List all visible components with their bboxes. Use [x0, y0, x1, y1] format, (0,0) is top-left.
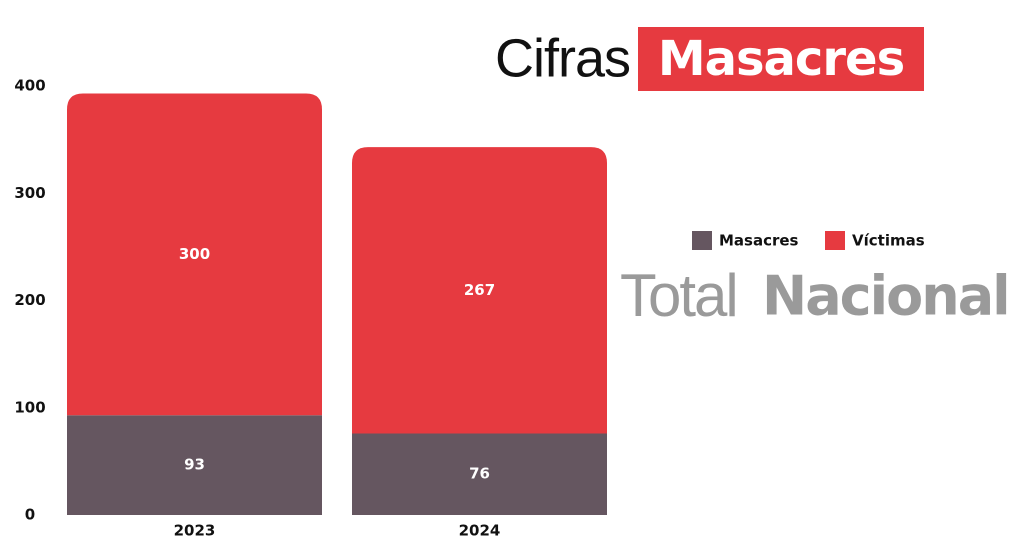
legend-label: Masacres — [719, 232, 799, 250]
bar-segment — [67, 93, 322, 416]
legend-swatch — [825, 231, 845, 250]
chart-title: Cifras — [495, 28, 630, 88]
bar-segment — [67, 415, 322, 515]
x-tick-label: 2024 — [459, 522, 501, 540]
subtitle: Total — [620, 262, 737, 329]
y-tick-label: 300 — [14, 184, 45, 202]
bar-segment — [352, 433, 607, 515]
value-label: 76 — [469, 465, 490, 483]
chart-title-highlight: Masacres — [658, 31, 904, 87]
y-tick-label: 0 — [25, 506, 35, 524]
title-highlight-box — [638, 27, 924, 91]
bar-segment — [352, 147, 607, 434]
y-tick-label: 200 — [14, 291, 45, 309]
legend-label: Víctimas — [852, 232, 925, 250]
y-tick-label: 100 — [14, 398, 45, 416]
value-label: 300 — [179, 245, 210, 263]
y-tick-label: 400 — [14, 77, 45, 95]
value-label: 267 — [464, 281, 495, 299]
subtitle-bold: Nacional — [762, 265, 1009, 328]
x-tick-label: 2023 — [174, 522, 216, 540]
value-label: 93 — [184, 456, 205, 474]
legend-swatch — [692, 231, 712, 250]
